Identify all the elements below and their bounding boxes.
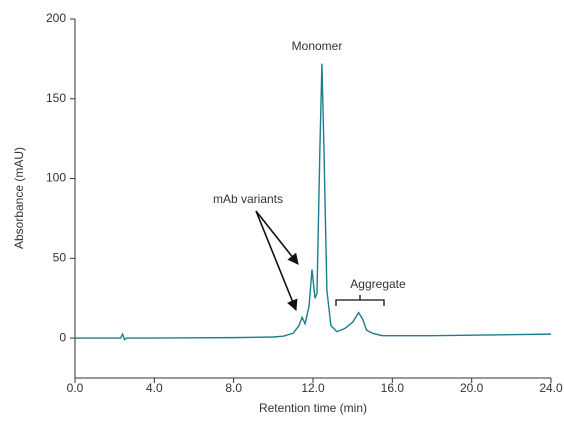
line bbox=[75, 63, 552, 341]
y-tick-label: 0 bbox=[59, 330, 66, 344]
x-tick-label: 8.0 bbox=[225, 381, 242, 395]
y-tick-label: 200 bbox=[46, 11, 66, 25]
annotation: mAb variants bbox=[213, 192, 283, 206]
y-tick-label: 100 bbox=[46, 171, 66, 185]
x-tick-label: 16.0 bbox=[381, 381, 405, 395]
y-tick-label: 150 bbox=[46, 91, 66, 105]
y-axis-label: Absorbance (mAU) bbox=[12, 147, 26, 249]
arrow bbox=[255, 210, 298, 312]
annotation: Aggregate bbox=[350, 277, 406, 291]
x-tick-label: 12.0 bbox=[301, 381, 325, 395]
x-tick-label: 4.0 bbox=[146, 381, 163, 395]
x-tick-label: 24.0 bbox=[539, 381, 563, 395]
x-axis-label: Retention time (min) bbox=[259, 401, 367, 415]
x-tick-label: 20.0 bbox=[460, 381, 484, 395]
y-tick-label: 50 bbox=[53, 251, 67, 265]
x-tick-label: 0.0 bbox=[67, 381, 84, 395]
arrow bbox=[255, 210, 299, 265]
annotation: Monomer bbox=[292, 39, 343, 53]
bracket bbox=[335, 295, 385, 306]
